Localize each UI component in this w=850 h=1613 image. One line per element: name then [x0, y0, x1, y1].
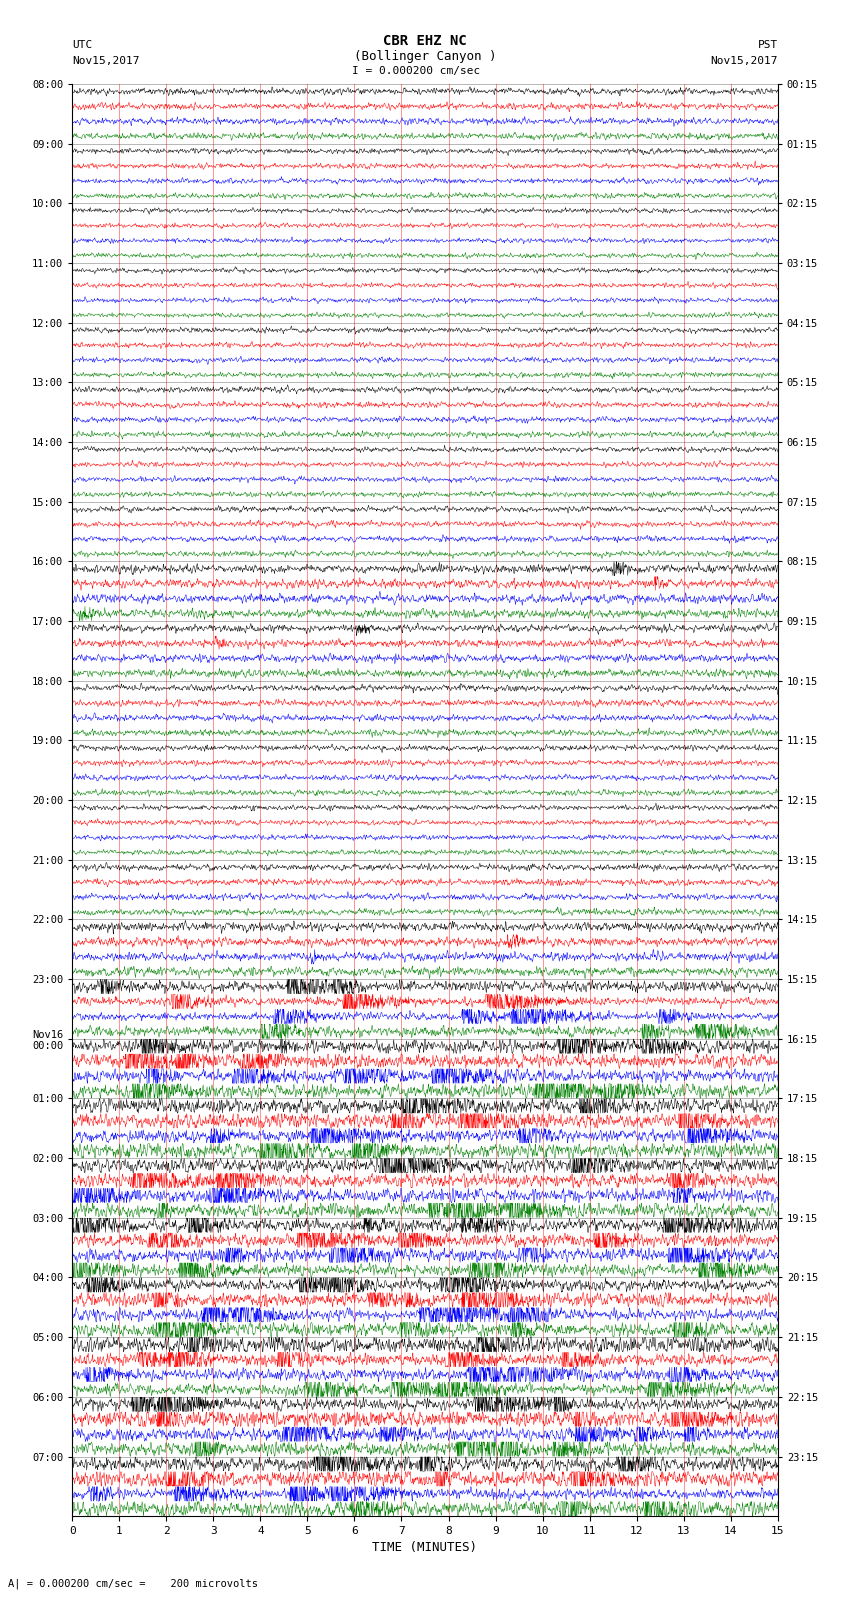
Text: UTC: UTC — [72, 40, 93, 50]
Text: CBR EHZ NC: CBR EHZ NC — [383, 34, 467, 48]
Text: Nov15,2017: Nov15,2017 — [72, 56, 139, 66]
X-axis label: TIME (MINUTES): TIME (MINUTES) — [372, 1542, 478, 1555]
Text: (Bollinger Canyon ): (Bollinger Canyon ) — [354, 50, 496, 63]
Text: A| = 0.000200 cm/sec =    200 microvolts: A| = 0.000200 cm/sec = 200 microvolts — [8, 1578, 258, 1589]
Text: PST: PST — [757, 40, 778, 50]
Text: I = 0.000200 cm/sec: I = 0.000200 cm/sec — [353, 66, 480, 76]
Text: Nov15,2017: Nov15,2017 — [711, 56, 778, 66]
